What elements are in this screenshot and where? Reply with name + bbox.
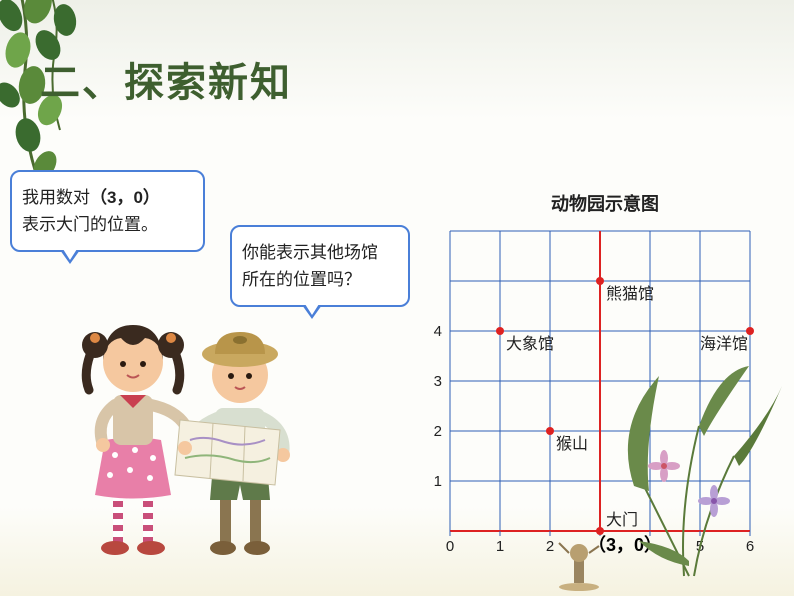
chart-title: 动物园示意图 (430, 190, 780, 216)
svg-text:3: 3 (434, 373, 442, 390)
svg-text:1: 1 (496, 538, 504, 555)
children-illustration (65, 290, 345, 560)
bubble1-coord: （3，0） (90, 188, 160, 207)
figurine-decoration (554, 531, 604, 591)
svg-text:6: 6 (746, 538, 754, 555)
bubble2-text1: 你能表示其他场馆 (242, 243, 378, 262)
svg-text:猴山: 猴山 (556, 435, 588, 453)
bubble2-text2: 所在的位置吗？ (242, 270, 361, 289)
bubble1-text2: 表示大门的位置。 (22, 215, 158, 234)
svg-text:大象馆: 大象馆 (506, 335, 554, 353)
svg-text:1: 1 (434, 473, 442, 490)
svg-text:5: 5 (696, 538, 704, 555)
zoo-map-chart: 动物园示意图 01256（3，0）1234大门猴山大象馆熊猫馆海洋馆 (430, 190, 780, 530)
speech-bubble-left: 我用数对（3，0） 表示大门的位置。 (10, 170, 205, 252)
svg-text:2: 2 (434, 423, 442, 440)
section-heading: 二、探索新知 (40, 50, 292, 108)
svg-text:熊猫馆: 熊猫馆 (606, 285, 654, 303)
svg-text:大门: 大门 (606, 511, 638, 529)
svg-text:2: 2 (546, 538, 554, 555)
svg-text:0: 0 (446, 538, 454, 555)
chart-grid: 01256（3，0）1234大门猴山大象馆熊猫馆海洋馆 (430, 226, 765, 556)
svg-text:海洋馆: 海洋馆 (700, 335, 748, 353)
svg-text:4: 4 (434, 323, 442, 340)
bubble1-text1: 我用数对 (22, 188, 90, 207)
